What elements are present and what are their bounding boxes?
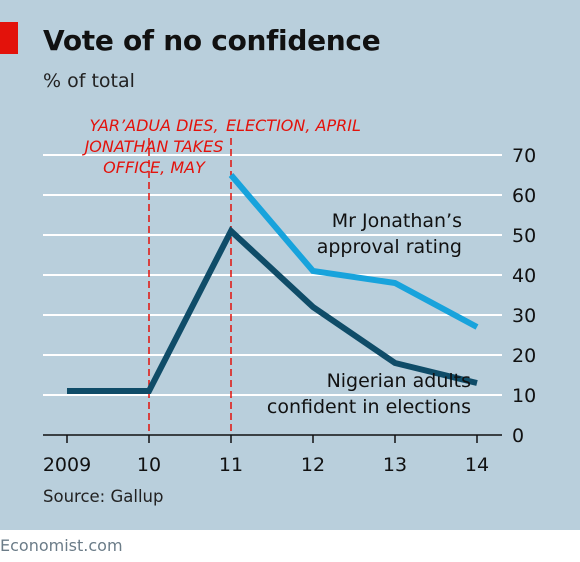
series-label: approval rating [317,236,462,258]
series-line [228,173,479,330]
y-tick-label: 50 [512,225,536,247]
y-tick-label: 60 [512,185,536,207]
chart-subtitle: % of total [43,70,135,92]
y-tick-label: 20 [512,345,536,367]
x-tick-label: 14 [465,454,489,476]
x-tick-label: 13 [383,454,407,476]
plot-area: 0 10 20 30 40 50 60 70 2009 10 11 12 13 14 YAR’ADUA DI… [43,116,536,476]
x-tick-label: 2009 [43,454,91,476]
series-label: confident in elections [267,396,471,418]
y-tick-label: 40 [512,265,536,287]
brand-logo-text: Economist.com [0,536,123,555]
annotation-label: JONATHAN TAKES [82,137,224,156]
annotation-label: OFFICE, MAY [103,158,206,177]
y-tick-label: 70 [512,145,536,167]
series-label: Mr Jonathan’s [332,210,462,232]
chart-panel [0,0,580,530]
annotation-label: ELECTION, APRIL [226,116,361,135]
chart-source: Source: Gallup [43,487,164,506]
y-tick-label: 10 [512,385,536,407]
y-tick-label: 0 [512,425,524,447]
series-line [67,226,478,394]
y-tick-label: 30 [512,305,536,327]
chart-title: Vote of no confidence [43,24,381,57]
x-tick-label: 11 [219,454,243,476]
annotation-label: YAR’ADUA DIES, [89,116,218,135]
x-tick-label: 12 [301,454,325,476]
x-tick-label: 10 [137,454,161,476]
accent-bar [0,22,18,54]
series-label: Nigerian adults [327,370,471,392]
